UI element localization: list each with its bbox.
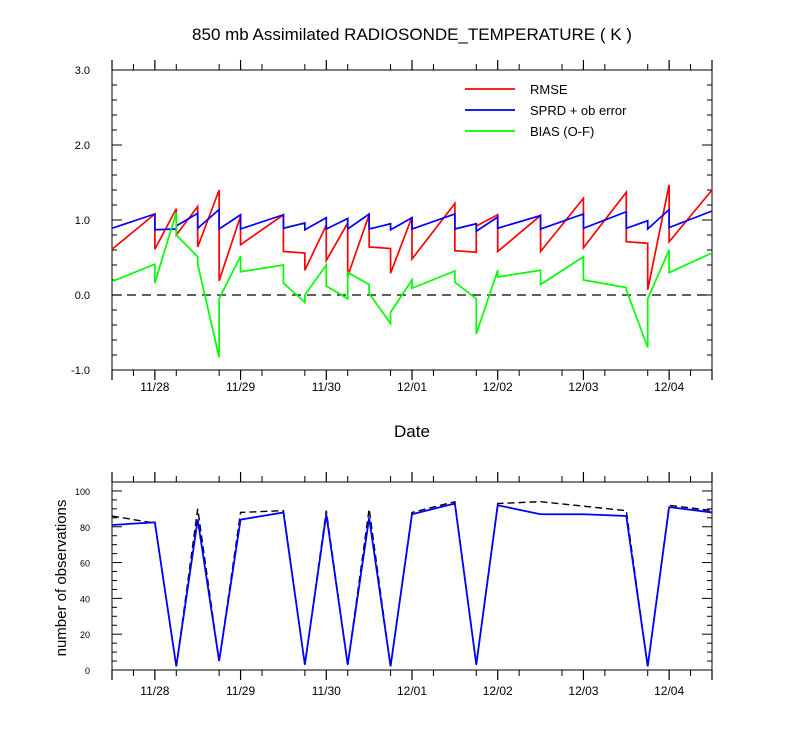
y-tick-label: 60 — [80, 559, 90, 569]
series-line-sprd-ob-error — [111, 207, 713, 233]
legend-label-bias: BIAS (O-F) — [530, 124, 594, 139]
y-axis-title: number of observations — [53, 500, 70, 657]
y-tick-label: -1.0 — [71, 365, 90, 377]
legend-label-rmse: RMSE — [530, 82, 568, 97]
x-tick-label: 12/04 — [654, 684, 684, 698]
x-tick-label: 12/01 — [397, 684, 427, 698]
x-tick-label: 12/04 — [654, 380, 684, 394]
x-tick-label: 12/03 — [568, 380, 598, 394]
x-tick-label: 11/28 — [140, 684, 169, 698]
series-line-rmse — [111, 184, 713, 290]
y-tick-label: 2.0 — [75, 140, 90, 152]
series-line-bias-o-f — [111, 212, 713, 358]
x-tick-label: 11/29 — [226, 684, 255, 698]
y-tick-label: 20 — [80, 630, 90, 640]
x-tick-label: 11/28 — [140, 380, 169, 394]
y-tick-label: 0.0 — [75, 290, 90, 302]
x-tick-label: 11/30 — [312, 380, 341, 394]
x-tick-label: 12/03 — [568, 684, 598, 698]
legend: RMSE SPRD + ob error BIAS (O-F) — [465, 82, 627, 139]
bottom-chart: 0 20 40 60 80 100 11/28 11/29 11/30 12/01 12/02 12/… — [53, 472, 713, 698]
y-tick-label: 3.0 — [75, 65, 90, 77]
x-axis-title: Date — [394, 422, 430, 441]
x-tick-label: 12/02 — [483, 684, 513, 698]
series-line-possible — [111, 500, 713, 667]
series-line-assimilated — [111, 502, 713, 667]
x-tick-label: 12/02 — [483, 380, 513, 394]
y-tick-label: 1.0 — [75, 215, 90, 227]
x-tick-label: 11/30 — [312, 684, 341, 698]
y-tick-label: 40 — [80, 594, 90, 604]
legend-label-sprd: SPRD + ob error — [530, 103, 627, 118]
x-tick-label: 12/01 — [397, 380, 427, 394]
y-tick-label: 100 — [75, 487, 90, 497]
top-chart: 850 mb Assimilated RADIOSONDE_TEMPERATUR… — [71, 25, 713, 441]
y-tick-label: 80 — [80, 523, 90, 533]
y-tick-label: 0 — [85, 666, 90, 676]
chart-title: 850 mb Assimilated RADIOSONDE_TEMPERATUR… — [192, 25, 632, 44]
x-tick-label: 11/29 — [226, 380, 255, 394]
